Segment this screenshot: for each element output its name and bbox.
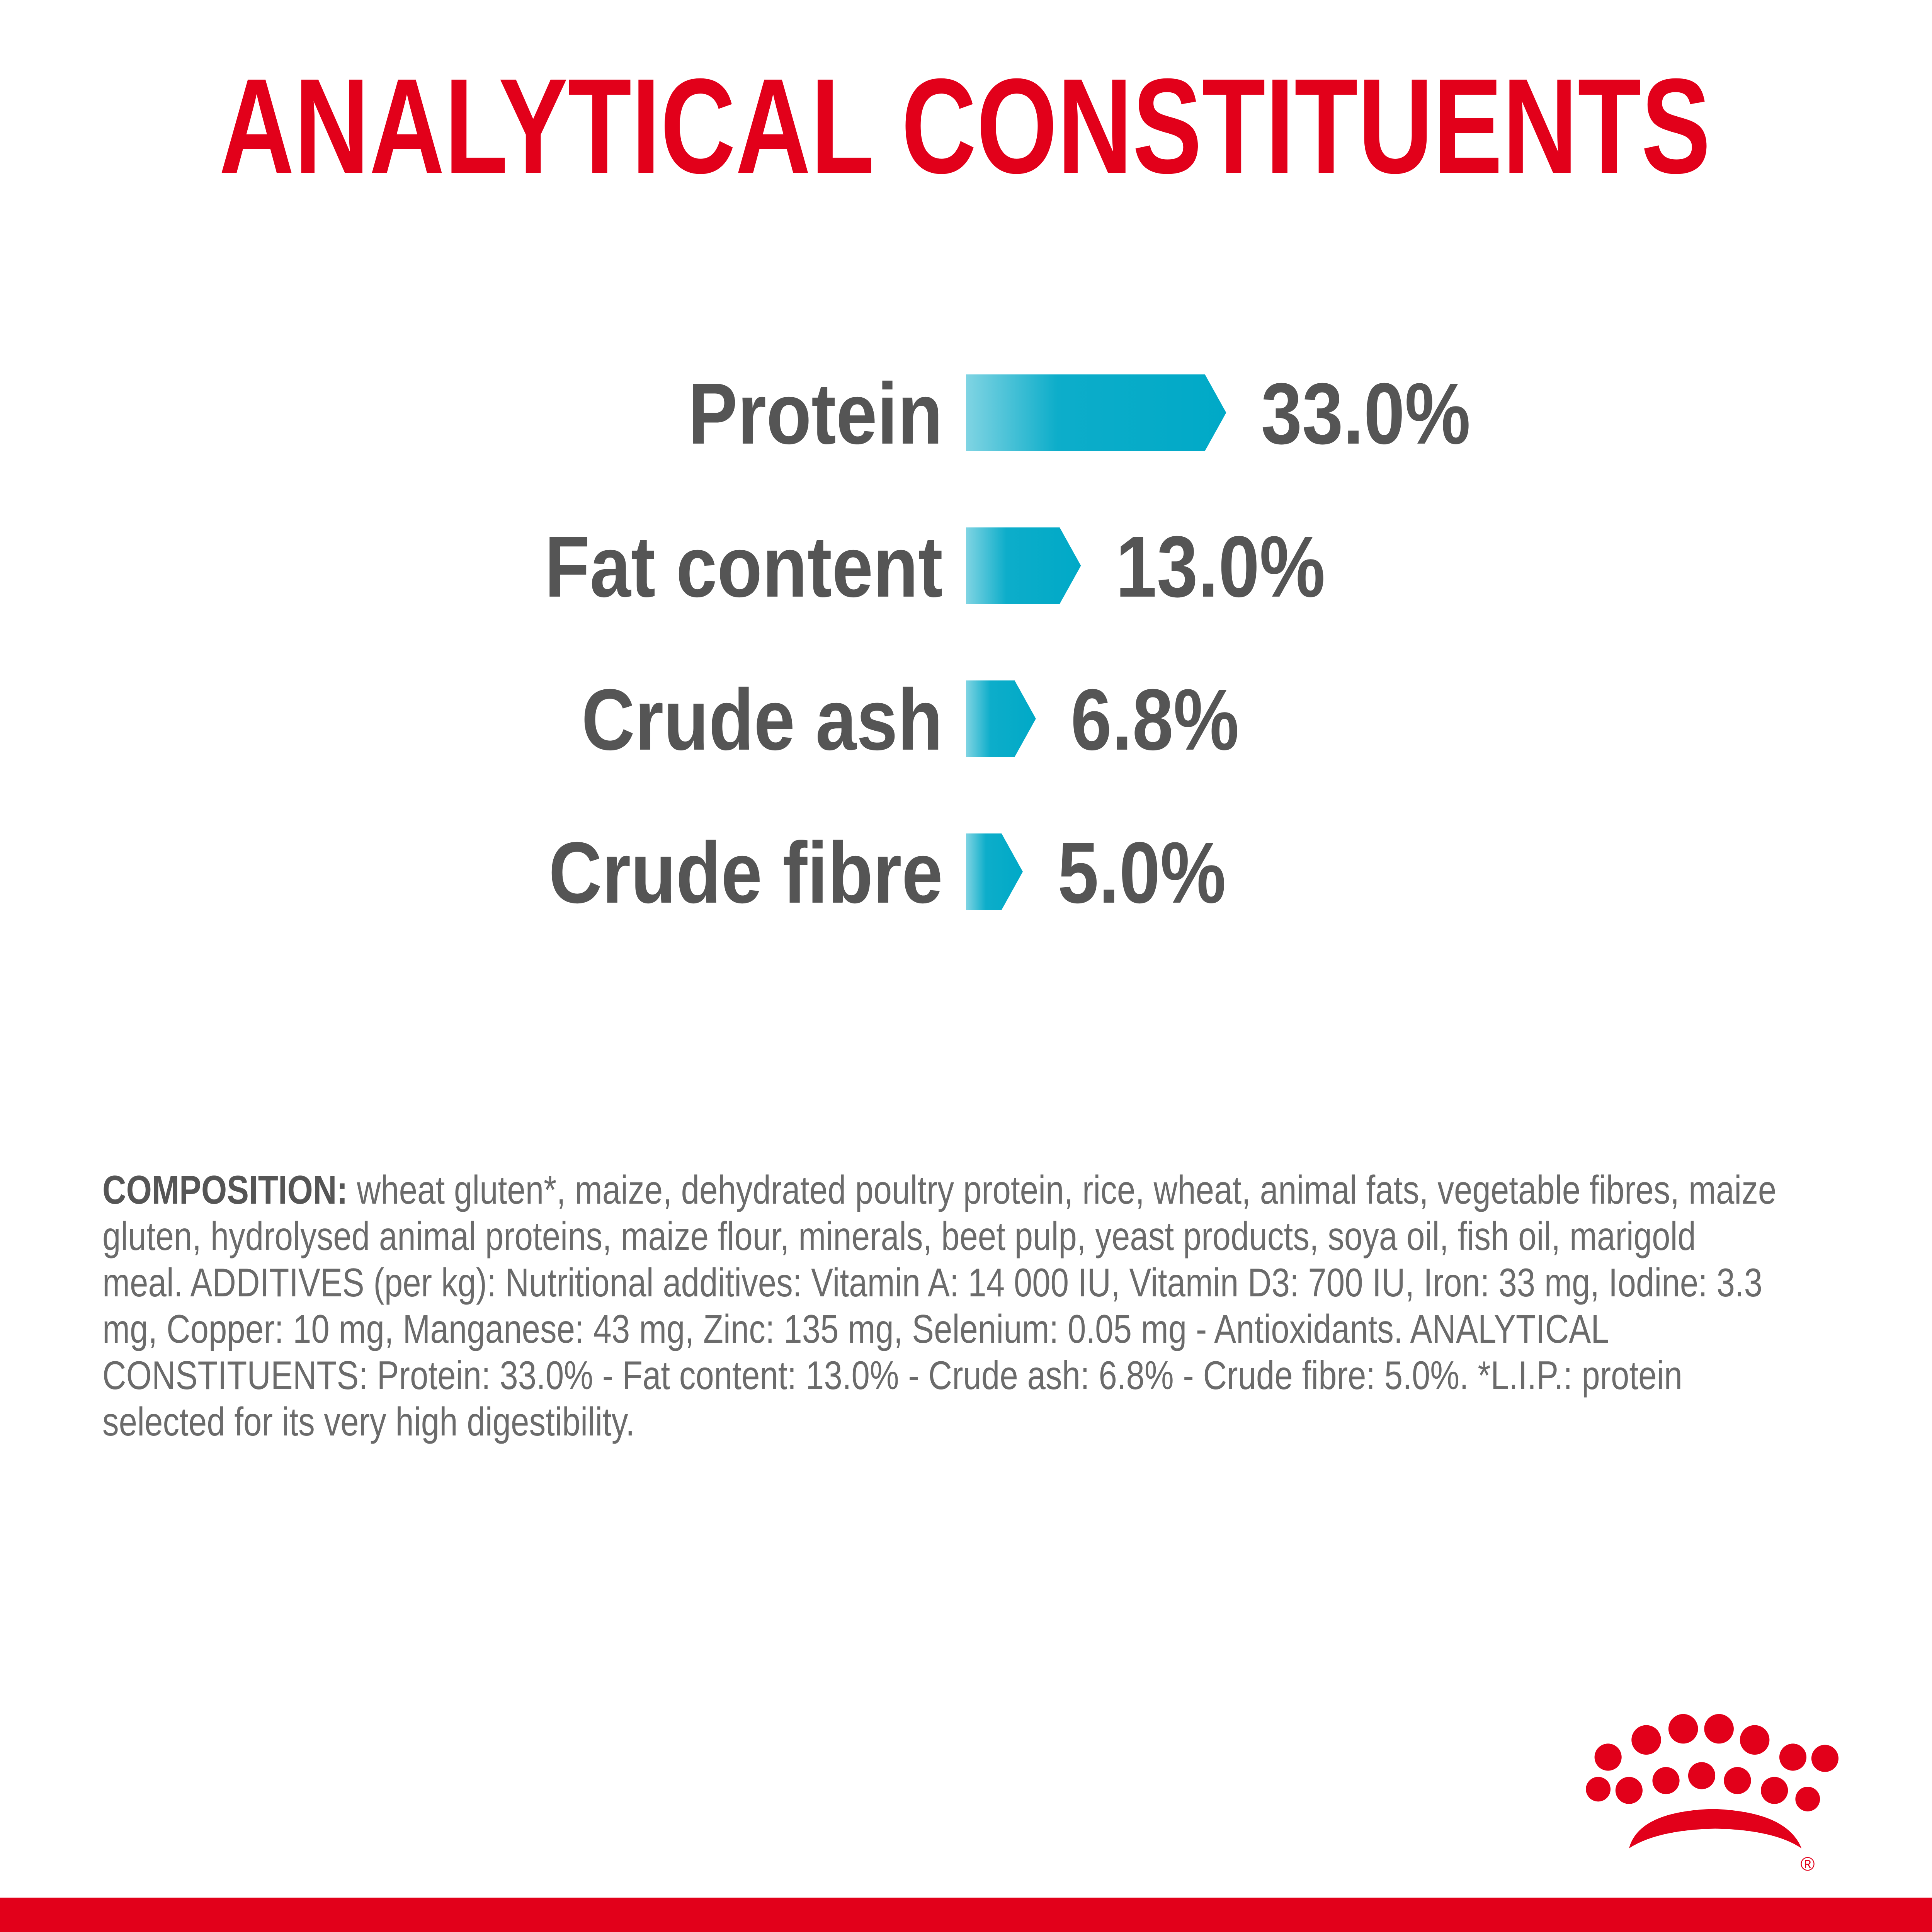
category-label: Fat content	[544, 518, 943, 615]
category-label: Protein	[688, 365, 943, 462]
bar	[966, 833, 1023, 910]
value-label: 33.0%	[1261, 365, 1470, 462]
bar	[966, 527, 1081, 604]
value-label: 5.0%	[1058, 824, 1226, 921]
logo-mark: ®	[1801, 1853, 1815, 1875]
composition-label: COMPOSITION:	[102, 1168, 348, 1213]
value-label: 6.8%	[1071, 671, 1239, 768]
bottom-band	[0, 1898, 1932, 1932]
category-label: Crude ash	[582, 671, 943, 768]
category-label: Crude fibre	[549, 824, 943, 921]
bar	[966, 374, 1226, 451]
composition-body: wheat gluten*, maize, dehydrated poultry…	[102, 1168, 1777, 1444]
logo	[1586, 1714, 1838, 1849]
chart-title: ANALYTICAL CONSTITUENTS	[219, 51, 1711, 202]
bar	[966, 680, 1036, 757]
value-label: 13.0%	[1116, 518, 1325, 615]
composition-text: COMPOSITION: wheat gluten*, maize, dehyd…	[102, 1167, 1779, 1445]
composition: COMPOSITION: wheat gluten*, maize, dehyd…	[102, 1167, 1779, 1476]
